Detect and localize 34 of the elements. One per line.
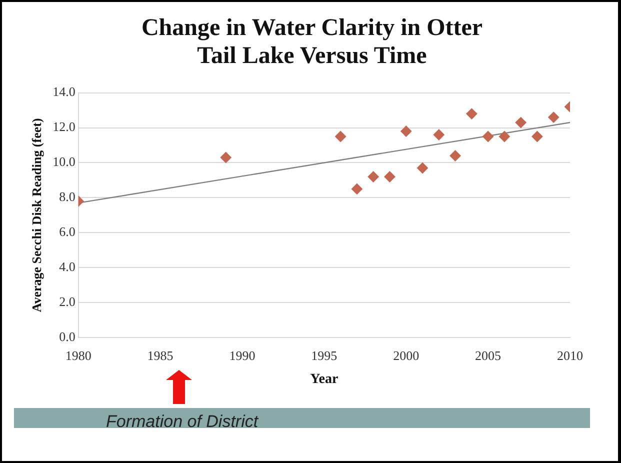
text: Formation of District — [106, 412, 258, 432]
point — [532, 131, 543, 142]
x-tick-label: 1980 — [65, 348, 92, 363]
point — [433, 129, 444, 140]
y-tick-label: 8.0 — [59, 189, 76, 204]
x-tick-label: 1990 — [229, 348, 256, 363]
point — [384, 171, 396, 182]
y-tick-label: 6.0 — [59, 224, 76, 240]
x-axis-title: Year — [310, 372, 338, 388]
chart-title: Change in Water Clarity in Otter Tail Lake Versus Time — [140, 14, 484, 70]
point — [466, 108, 478, 120]
x-tick-label: 2000 — [393, 348, 420, 363]
y-tick-label: 0.0 — [59, 329, 76, 344]
point — [351, 183, 362, 194]
point — [368, 171, 379, 182]
y-axis-title: Average Secchi Disk Reading (feet) — [29, 118, 44, 312]
point — [220, 152, 232, 163]
point — [548, 112, 560, 123]
point — [400, 126, 412, 137]
y-tick-label: 14.0 — [52, 84, 76, 100]
y-tick-label: 10.0 — [52, 154, 76, 170]
y-tick-label: 2.0 — [59, 294, 76, 310]
y-tick-label: 4.0 — [59, 259, 76, 274]
x-tick-label: 1995 — [311, 348, 338, 363]
point — [482, 131, 494, 142]
x-tick-label: 2010 — [557, 348, 583, 363]
y-tick-label: 12.0 — [52, 119, 76, 134]
x-tick-label: 1985 — [147, 348, 174, 363]
point — [450, 150, 461, 162]
point — [515, 117, 526, 128]
x-tick-label: 2005 — [475, 348, 502, 363]
point — [417, 162, 428, 174]
point — [335, 131, 346, 142]
point — [498, 131, 510, 142]
